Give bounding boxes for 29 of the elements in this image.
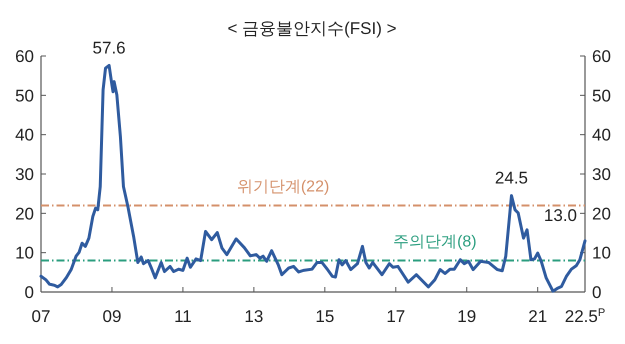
x-tick-label: 09: [102, 307, 122, 326]
y2-tick-label: 50: [592, 86, 611, 106]
y2-tick-label: 10: [592, 244, 611, 263]
x-tick-label: 15: [315, 307, 334, 326]
annotation: 13.0: [544, 206, 577, 225]
x-tick-label: 21: [528, 307, 548, 326]
x-tick-label: 11: [174, 307, 192, 326]
y-tick-label: 0: [24, 283, 34, 302]
y-tick-label: 30: [15, 165, 34, 184]
x-tick-label: 13: [244, 307, 264, 326]
y2-tick-label: 40: [592, 126, 611, 145]
annotation: 57.6: [92, 38, 126, 58]
y-tick-label: 40: [15, 126, 34, 145]
x-tick-label: 07: [32, 307, 50, 326]
chart-title: < 금융불안지수(FSI) >: [227, 19, 397, 38]
y2-tick-label: 20: [592, 204, 611, 224]
y-tick-label: 20: [15, 204, 34, 224]
y-tick-label: 60: [15, 47, 34, 66]
y-tick-label: 50: [15, 86, 34, 106]
ref-line-label: 위기단계(22): [236, 178, 330, 196]
y2-tick-label: 0: [592, 283, 602, 302]
x-tick-label: 22.5$^{P}$: [564, 307, 606, 326]
annotation: 24.5: [494, 168, 528, 188]
y-tick-label: 10: [15, 244, 34, 263]
ref-line-label: 주의단계(8): [393, 234, 477, 251]
x-tick-label: 19: [457, 307, 476, 326]
x-tick-label: 17: [386, 307, 406, 326]
y2-tick-label: 60: [592, 47, 611, 66]
y2-tick-label: 30: [592, 165, 611, 184]
